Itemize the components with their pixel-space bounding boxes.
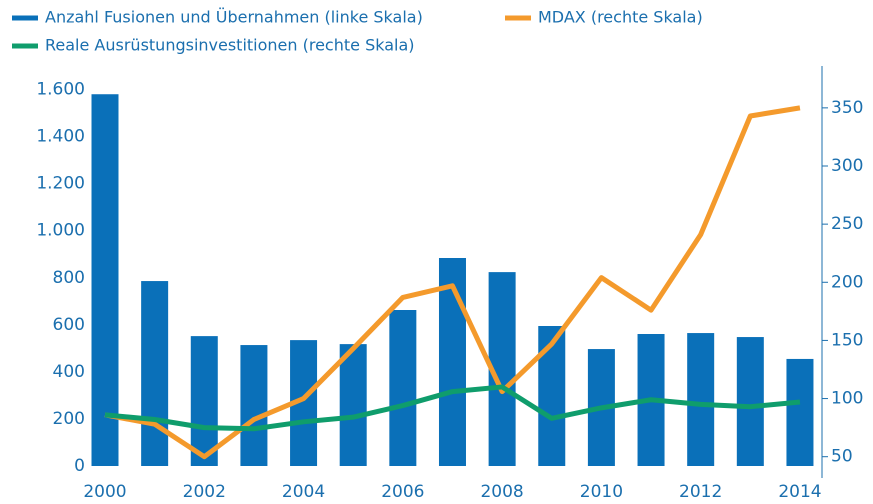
legend-swatch: [12, 43, 38, 49]
y2-tick-label: 200: [831, 272, 863, 292]
y-tick-label: 200: [53, 409, 85, 429]
bar: [91, 94, 119, 466]
x-tick-label: 2012: [679, 482, 722, 502]
y-tick-label: 0: [74, 456, 85, 476]
legend-swatch: [12, 15, 38, 21]
bar: [786, 358, 814, 466]
y2-tick-label: 50: [831, 447, 853, 467]
bar: [141, 281, 169, 466]
legend-swatch: [505, 15, 531, 21]
y-tick-label: 1.000: [36, 221, 85, 241]
legend-label: MDAX (rechte Skala): [538, 8, 703, 27]
bar: [687, 333, 715, 466]
x-tick-label: 2006: [381, 482, 424, 502]
bar: [240, 345, 268, 466]
legend-label: Anzahl Fusionen und Übernahmen (linke Sk…: [45, 8, 423, 27]
x-tick-label: 2010: [580, 482, 623, 502]
line-series: [104, 384, 801, 432]
y-tick-label: 600: [53, 315, 85, 335]
x-tick-label: 2000: [83, 482, 126, 502]
y2-tick-label: 300: [831, 156, 863, 176]
y-tick-label: 800: [53, 268, 85, 288]
legend-label: Reale Ausrüstungsinvestitionen (rechte S…: [45, 36, 415, 55]
x-tick-label: 2008: [480, 482, 523, 502]
y-tick-label: 1.600: [36, 80, 85, 100]
bar: [190, 336, 218, 466]
bar: [389, 310, 417, 466]
x-tick-label: 2014: [778, 482, 821, 502]
y-tick-label: 1.200: [36, 174, 85, 194]
x-tick-label: 2004: [282, 482, 325, 502]
y2-tick-label: 100: [831, 389, 863, 409]
y-tick-label: 1.400: [36, 127, 85, 147]
y2-tick-label: 250: [831, 214, 863, 234]
bar: [736, 337, 764, 466]
y-tick-label: 400: [53, 362, 85, 382]
y2-tick-label: 350: [831, 98, 863, 118]
y2-tick-label: 150: [831, 330, 863, 350]
bar: [438, 258, 466, 466]
x-tick-label: 2002: [183, 482, 226, 502]
bar: [339, 344, 367, 466]
line-series: [104, 105, 801, 460]
